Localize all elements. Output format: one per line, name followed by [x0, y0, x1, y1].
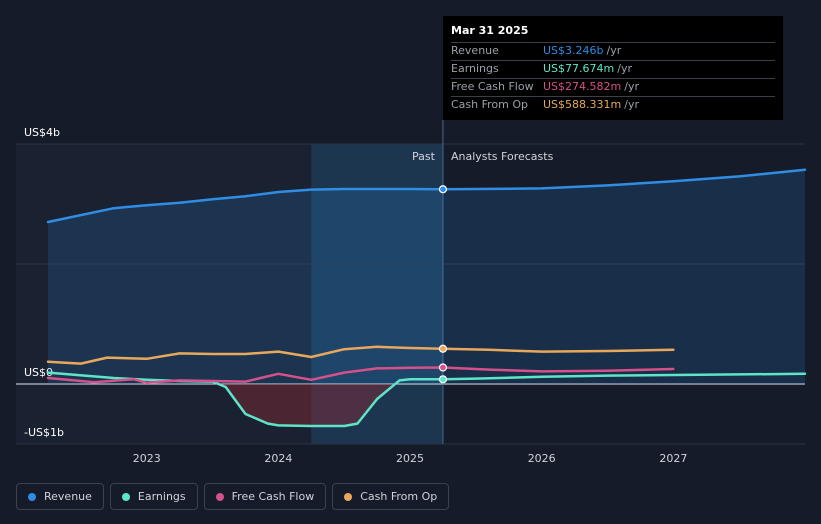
cfo-line — [46, 345, 675, 365]
y-tick-label: US$4b — [24, 126, 60, 139]
highlight-region — [311, 144, 443, 444]
revenue-line — [46, 168, 807, 224]
legend-dot-icon — [28, 492, 36, 501]
tooltip-row-value: US$588.331m — [543, 98, 622, 111]
tooltip-row-label: Free Cash Flow — [451, 80, 534, 93]
tooltip-row-value: US$77.674m — [543, 62, 615, 75]
tooltip-row-earnings: Earnings US$77.674m /yr — [451, 60, 775, 78]
fcf-line — [46, 366, 675, 385]
legend-dot-icon — [344, 492, 353, 501]
fcf-marker — [438, 363, 448, 372]
tooltip-row-unit: /yr — [617, 62, 632, 75]
legend: Revenue Earnings Free Cash Flow Cash Fro… — [16, 483, 450, 510]
y-tick-label: US$0 — [24, 366, 53, 379]
legend-item-cash-from-op[interactable]: Cash From Op — [332, 483, 450, 510]
legend-item-revenue[interactable]: Revenue — [16, 483, 104, 510]
tooltip: Mar 31 2025 Revenue US$3.246b /yr Earnin… — [443, 16, 783, 120]
tooltip-row-cfo: Cash From Op US$588.331m /yr — [451, 96, 775, 114]
legend-dot-icon — [215, 492, 224, 501]
tooltip-row-label: Earnings — [451, 62, 499, 75]
tooltip-row-unit: /yr — [606, 44, 622, 57]
tooltip-row-revenue: Revenue US$3.246b /yr — [451, 42, 775, 60]
x-tick-label: 2025 — [396, 452, 424, 465]
y-tick-label: -US$1b — [24, 426, 64, 439]
revenue-marker — [438, 185, 448, 194]
x-tick-label: 2027 — [659, 452, 687, 465]
legend-label: Cash From Op — [360, 490, 438, 503]
legend-dot-icon — [121, 492, 130, 501]
tooltip-row-unit: /yr — [624, 98, 639, 111]
tooltip-date: Mar 31 2025 — [451, 24, 529, 37]
tooltip-row-fcf: Free Cash Flow US$274.582m /yr — [451, 78, 775, 96]
past-label: Past — [412, 150, 436, 163]
legend-item-free-cash-flow[interactable]: Free Cash Flow — [203, 483, 327, 510]
tooltip-row-value: US$3.246b — [543, 44, 604, 57]
legend-item-earnings[interactable]: Earnings — [109, 483, 198, 510]
tooltip-row-label: Revenue — [451, 44, 499, 57]
x-tick-label: 2026 — [528, 452, 556, 465]
revenue-area — [48, 169, 805, 384]
earnings-negative-area — [48, 384, 805, 426]
chart-area: US$4b US$0 -US$1b 2023 2024 2025 2026 2027 Past… — [16, 120, 807, 465]
x-tick-label: 2024 — [264, 452, 292, 465]
tooltip-row-label: Cash From Op — [451, 98, 529, 111]
tooltip-row-value: US$274.582m — [543, 80, 622, 93]
tooltip-row-unit: /yr — [624, 80, 639, 93]
cfo-marker — [438, 344, 448, 353]
x-tick-label: 2023 — [133, 452, 161, 465]
legend-label: Free Cash Flow — [231, 490, 315, 503]
legend-label: Earnings — [137, 490, 186, 503]
legend-label: Revenue — [44, 490, 92, 503]
earnings-marker — [438, 375, 448, 384]
forecast-label: Analysts Forecasts — [451, 150, 554, 163]
